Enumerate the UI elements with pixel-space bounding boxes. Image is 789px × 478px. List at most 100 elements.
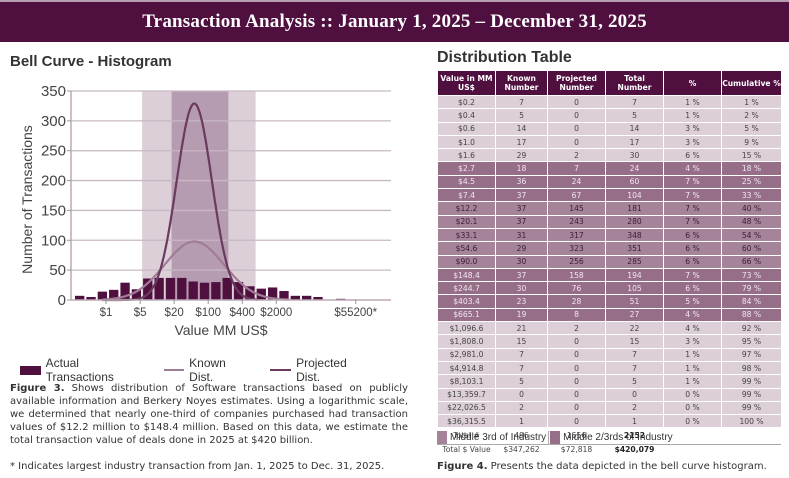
y-tick-label: 0 xyxy=(58,292,66,309)
distribution-table: Value in MM US$ Known Number Projected N… xyxy=(437,70,782,457)
histogram-bar xyxy=(302,295,312,300)
cell-value: $13,359.7 xyxy=(437,387,496,402)
cell-cumulative: 33 % xyxy=(721,188,782,203)
table-row: $665.1 19 8 27 4 % 88 % xyxy=(437,307,782,323)
cell-percent: 1 % xyxy=(663,347,722,362)
totals-known: $347,262 xyxy=(495,442,548,457)
histogram-bar xyxy=(86,297,96,300)
cell-known: 5 xyxy=(495,374,548,389)
cell-cumulative: 95 % xyxy=(721,334,782,349)
histogram-bar xyxy=(97,291,108,300)
totals-total: $420,079 xyxy=(605,442,664,457)
cell-percent: 7 % xyxy=(663,188,722,203)
totals-row: Total $ Value $347,262 $72,818 $420,079 xyxy=(437,442,782,457)
cell-total: 27 xyxy=(605,307,664,323)
cell-total: 0 xyxy=(605,387,664,402)
cell-cumulative: 15 % xyxy=(721,148,782,163)
col-header-percent: % xyxy=(663,70,722,96)
cell-value: $1,808.0 xyxy=(437,334,496,349)
table-row: $22,026.5 2 0 2 0 % 99 % xyxy=(437,400,782,416)
cell-projected: 24 xyxy=(547,174,606,190)
cell-cumulative: 2 % xyxy=(721,108,782,123)
cell-value: $90.0 xyxy=(437,254,496,269)
cell-known: 36 xyxy=(495,174,548,190)
cell-cumulative: 25 % xyxy=(721,174,782,190)
table-row: $7.4 37 67 104 7 % 33 % xyxy=(437,188,782,203)
histogram-title: Bell Curve - Histogram xyxy=(10,53,172,70)
cell-value: $20.1 xyxy=(437,214,496,229)
cell-percent: 6 % xyxy=(663,281,722,296)
histogram-bar xyxy=(222,277,232,300)
table-row: $2,981.0 7 0 7 1 % 97 % xyxy=(437,347,782,362)
legend-swatch-known xyxy=(163,369,185,371)
cell-projected: 0 xyxy=(547,360,606,376)
bar-layer xyxy=(75,277,357,300)
cell-value: $4,914.8 xyxy=(437,360,496,376)
cell-total: 22 xyxy=(605,321,664,336)
legend-swatch-projected xyxy=(270,369,292,371)
table-row: $403.4 23 28 51 5 % 84 % xyxy=(437,294,782,309)
cell-cumulative: 99 % xyxy=(721,374,782,389)
cell-value: $403.4 xyxy=(437,294,496,309)
cell-projected: 0 xyxy=(547,134,606,150)
table-row: $0.4 5 0 5 1 % 2 % xyxy=(437,108,782,123)
cell-projected: 256 xyxy=(547,254,606,269)
table-header-row: Value in MM US$ Known Number Projected N… xyxy=(437,70,782,96)
x-tick-label: $55200* xyxy=(334,307,377,319)
cell-projected: 243 xyxy=(547,214,606,229)
x-tick-label: $20 xyxy=(165,307,184,319)
histogram-bar xyxy=(154,277,164,300)
histogram-bar xyxy=(211,282,221,300)
caption-label: Figure 4. xyxy=(437,461,488,472)
histogram-bar xyxy=(279,291,289,300)
top-accent-line xyxy=(0,0,789,2)
cell-known: 19 xyxy=(495,307,548,323)
cell-total: 181 xyxy=(605,201,664,216)
cell-percent: 6 % xyxy=(663,241,722,256)
cell-cumulative: 40 % xyxy=(721,201,782,216)
totals-projected: 1656 xyxy=(547,427,606,443)
table-body: $0.2 7 0 7 1 % 1 % $0.4 5 0 5 1 % 2 % $0.6 14 0 14 3 % 5 … xyxy=(437,94,782,457)
cell-percent: 1 % xyxy=(663,374,722,389)
cell-known: 1 xyxy=(495,414,548,429)
legend-item-actual: Actual Transactions xyxy=(20,356,140,384)
cell-value: $22,026.5 xyxy=(437,400,496,416)
cell-total: 7 xyxy=(605,360,664,376)
cell-cumulative: 73 % xyxy=(721,267,782,283)
cell-value: $2.7 xyxy=(437,161,496,176)
caption-text: Shows distribution of Software transacti… xyxy=(10,383,408,446)
cell-percent: 1 % xyxy=(663,94,722,110)
x-tick-label: $2000 xyxy=(260,307,292,319)
cell-known: 31 xyxy=(495,227,548,243)
table-row: $54.6 29 323 351 6 % 60 % xyxy=(437,241,782,256)
cell-total: 5 xyxy=(605,374,664,389)
cell-total: 280 xyxy=(605,214,664,229)
cell-percent: 5 % xyxy=(663,294,722,309)
cell-projected: 2 xyxy=(547,148,606,163)
cell-total: 7 xyxy=(605,94,664,110)
cell-total: 351 xyxy=(605,241,664,256)
cell-known: 29 xyxy=(495,241,548,256)
table-row: $1,808.0 15 0 15 3 % 95 % xyxy=(437,334,782,349)
cell-percent: 7 % xyxy=(663,201,722,216)
cell-value: $0.6 xyxy=(437,121,496,136)
legend-label-middle-two-thirds: Middle 2/3rds of Industry xyxy=(563,432,673,443)
table-row: $13,359.7 0 0 0 0 % 99 % xyxy=(437,387,782,402)
table-row: $1,096.6 21 2 22 4 % 92 % xyxy=(437,321,782,336)
cell-cumulative: 5 % xyxy=(721,121,782,136)
x-tick-label: $1 xyxy=(100,307,113,319)
cell-cumulative: 97 % xyxy=(721,347,782,362)
cell-total: 15 xyxy=(605,334,664,349)
cell-percent: 1 % xyxy=(663,360,722,376)
cell-cumulative: 100 % xyxy=(721,414,782,429)
caption-label: Figure 3. xyxy=(10,383,65,394)
totals-label: Total $ Value xyxy=(437,442,496,457)
cell-total: 60 xyxy=(605,174,664,190)
figure-3-caption: Figure 3. Shows distribution of Software… xyxy=(10,382,408,447)
cell-total: 51 xyxy=(605,294,664,309)
table-row: $1.0 17 0 17 3 % 9 % xyxy=(437,134,782,150)
cell-total: 5 xyxy=(605,108,664,123)
cell-percent: 4 % xyxy=(663,307,722,323)
totals-projected: $72,818 xyxy=(547,442,606,457)
y-tick-label: 350 xyxy=(41,83,66,100)
